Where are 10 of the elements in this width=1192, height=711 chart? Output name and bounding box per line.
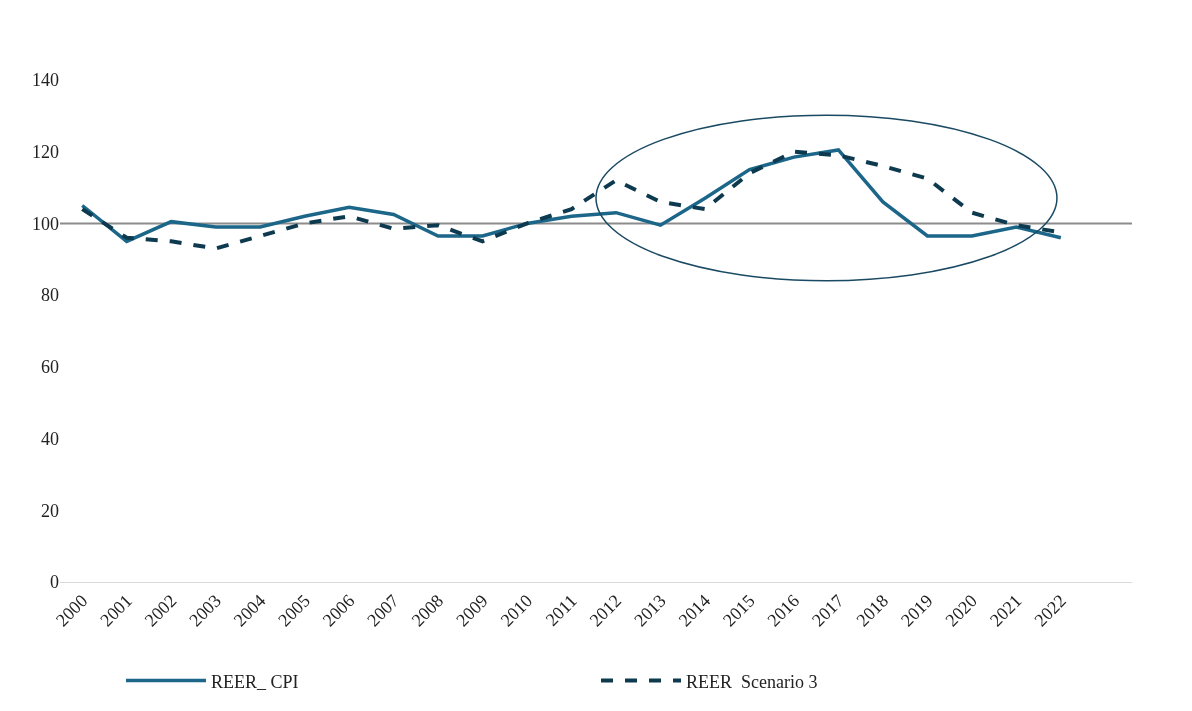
y-tick-label: 0 <box>50 572 59 593</box>
y-tick-label: 40 <box>41 428 59 449</box>
legend-label: REER_ CPI <box>211 671 299 692</box>
y-tick-label: 80 <box>41 285 59 306</box>
legend-label: REER Scenario 3 <box>686 671 818 692</box>
y-tick-label: 20 <box>41 500 59 521</box>
y-tick-label: 60 <box>41 357 59 378</box>
y-tick-label: 140 <box>32 70 59 91</box>
y-tick-label: 120 <box>32 142 59 163</box>
y-tick-label: 100 <box>32 213 59 234</box>
